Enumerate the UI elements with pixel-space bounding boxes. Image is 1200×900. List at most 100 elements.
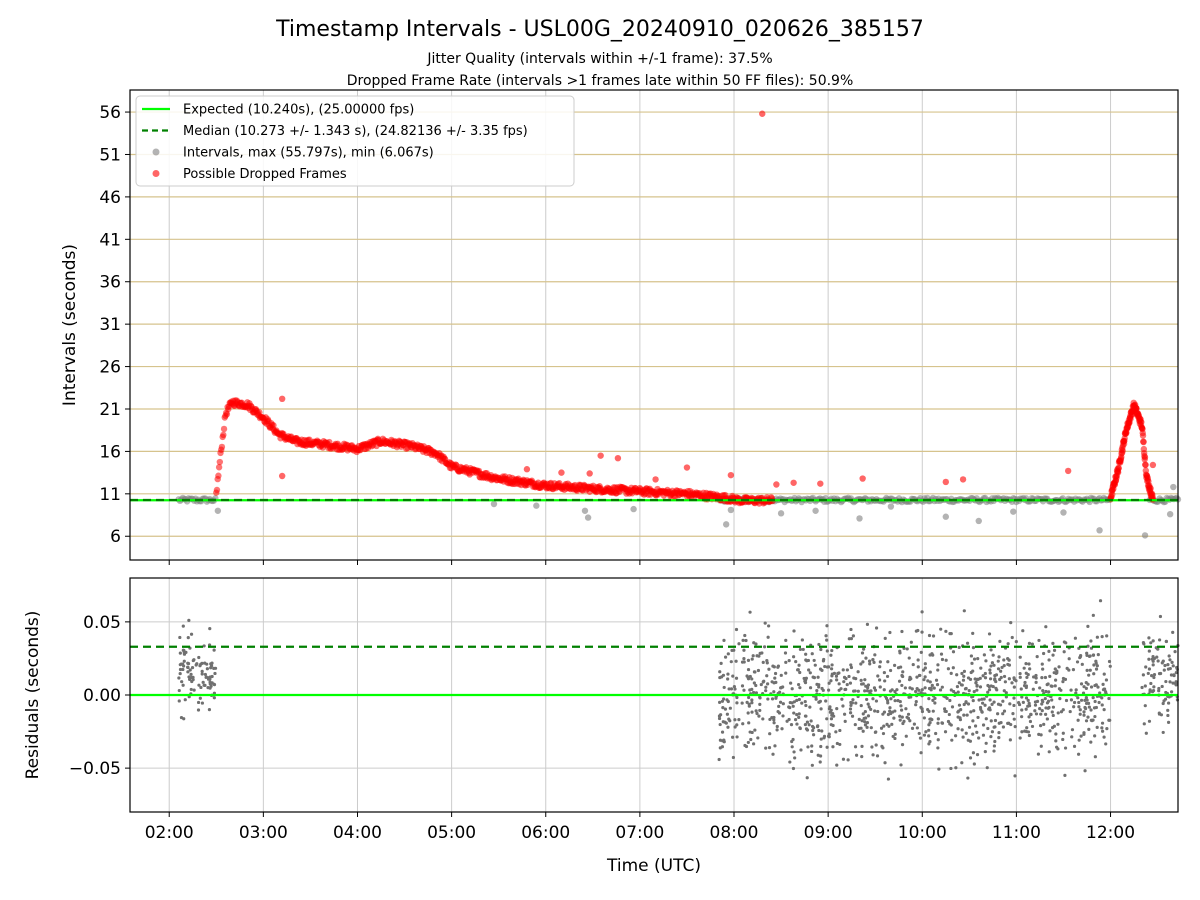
residual-point-89 xyxy=(197,683,201,687)
residual-point-706 xyxy=(997,730,1001,735)
residual-point-965 xyxy=(721,720,725,724)
dropped-outlier-11 xyxy=(773,481,780,488)
residual-point-1280 xyxy=(1151,689,1155,694)
residual-point-242 xyxy=(1072,705,1076,709)
intervals-ytick-label-26: 26 xyxy=(99,358,121,378)
residual-point-1007 xyxy=(750,730,754,735)
residual-point-170 xyxy=(909,640,913,644)
dropped-outlier-5 xyxy=(597,452,604,459)
residual-point-899 xyxy=(825,638,829,642)
residual-point-1132 xyxy=(996,667,1001,671)
residual-point-1321 xyxy=(1157,686,1161,691)
residual-point-74 xyxy=(182,659,186,663)
residual-point-695 xyxy=(971,732,975,736)
residual-point-960 xyxy=(1074,688,1078,692)
residual-point-84 xyxy=(212,648,216,652)
residual-point-14 xyxy=(200,672,204,676)
residual-point-925 xyxy=(971,631,975,635)
residual-point-929 xyxy=(893,709,897,713)
residual-point-808 xyxy=(1077,700,1081,705)
residual-point-569 xyxy=(810,744,814,748)
residual-point-195 xyxy=(734,676,739,680)
residual-point-249 xyxy=(1052,648,1057,652)
residual-point-1075 xyxy=(965,641,970,645)
residual-point-1092 xyxy=(849,663,853,667)
residual-point-1223 xyxy=(882,710,887,714)
residual-point-947 xyxy=(727,717,731,721)
residual-point-1278 xyxy=(1152,656,1157,661)
residual-point-86 xyxy=(191,675,195,679)
residual-point-967 xyxy=(1057,665,1061,669)
residual-point-61 xyxy=(179,715,184,720)
residual-point-248 xyxy=(1000,665,1004,670)
dropped-point-8 xyxy=(218,443,226,451)
residual-point-1225 xyxy=(907,695,911,699)
residual-point-941 xyxy=(805,776,809,780)
residual-point-1012 xyxy=(874,626,879,630)
residual-point-741 xyxy=(827,735,831,739)
residual-point-90 xyxy=(202,683,206,687)
residual-point-512 xyxy=(771,752,775,756)
residual-point-1176 xyxy=(753,670,757,674)
residual-point-906 xyxy=(901,674,905,679)
residual-point-83 xyxy=(212,666,216,671)
residual-point-566 xyxy=(879,726,884,730)
residual-point-10 xyxy=(181,683,185,687)
residual-point-13 xyxy=(198,696,202,700)
residual-point-578 xyxy=(742,657,746,661)
residual-point-1161 xyxy=(797,712,801,716)
residual-point-1261 xyxy=(1166,708,1170,712)
residual-point-500 xyxy=(956,727,960,731)
residual-point-66 xyxy=(209,664,214,668)
residual-point-335 xyxy=(898,714,902,718)
residual-point-885 xyxy=(940,685,944,689)
residual-point-861 xyxy=(755,654,759,658)
residual-point-259 xyxy=(1018,655,1022,659)
residual-point-1095 xyxy=(910,687,914,691)
intervals-outlier-1 xyxy=(490,500,498,508)
residual-point-1063 xyxy=(898,699,902,704)
residual-point-1122 xyxy=(991,684,995,689)
residual-point-513 xyxy=(1021,700,1025,704)
residual-point-412 xyxy=(849,627,853,632)
residual-point-1273 xyxy=(1142,722,1146,726)
residual-point-1288 xyxy=(1162,668,1166,672)
residual-point-1186 xyxy=(810,749,814,754)
residual-point-1266 xyxy=(1149,641,1153,645)
residual-point-1209 xyxy=(1024,671,1028,675)
residual-point-592 xyxy=(886,701,890,705)
residual-point-125 xyxy=(904,707,908,711)
residual-point-173 xyxy=(968,756,973,760)
residual-point-1084 xyxy=(966,702,971,706)
residual-point-622 xyxy=(849,665,854,670)
residual-point-316 xyxy=(890,722,894,726)
residual-point-580 xyxy=(1001,725,1005,729)
residual-point-1039 xyxy=(819,737,823,741)
residual-point-570 xyxy=(840,697,844,701)
residual-point-224 xyxy=(910,726,915,730)
residual-point-725 xyxy=(926,679,930,683)
residual-point-608 xyxy=(831,711,835,716)
residual-point-1008 xyxy=(999,675,1003,680)
residual-point-905 xyxy=(1061,680,1065,684)
residual-point-701 xyxy=(1062,640,1066,644)
residual-point-134 xyxy=(801,647,805,652)
dropped-point-3 xyxy=(215,472,222,479)
residual-point-422 xyxy=(792,711,796,715)
residual-point-121 xyxy=(1039,724,1043,728)
residual-point-1015 xyxy=(1012,676,1016,680)
residual-point-983 xyxy=(893,690,897,694)
residual-point-428 xyxy=(939,627,943,631)
residual-point-1181 xyxy=(1013,725,1017,729)
residual-point-979 xyxy=(983,671,987,676)
residual-point-771 xyxy=(886,777,891,781)
residual-point-876 xyxy=(867,689,872,693)
residual-point-818 xyxy=(917,731,921,736)
residuals-xtick-label-08:00: 08:00 xyxy=(710,823,759,843)
residual-point-347 xyxy=(819,647,823,652)
residuals-xtick-label-05:00: 05:00 xyxy=(427,823,476,843)
residual-point-549 xyxy=(927,723,931,727)
residual-point-1090 xyxy=(992,749,996,753)
residual-point-561 xyxy=(1084,707,1088,711)
residual-point-229 xyxy=(848,681,853,685)
